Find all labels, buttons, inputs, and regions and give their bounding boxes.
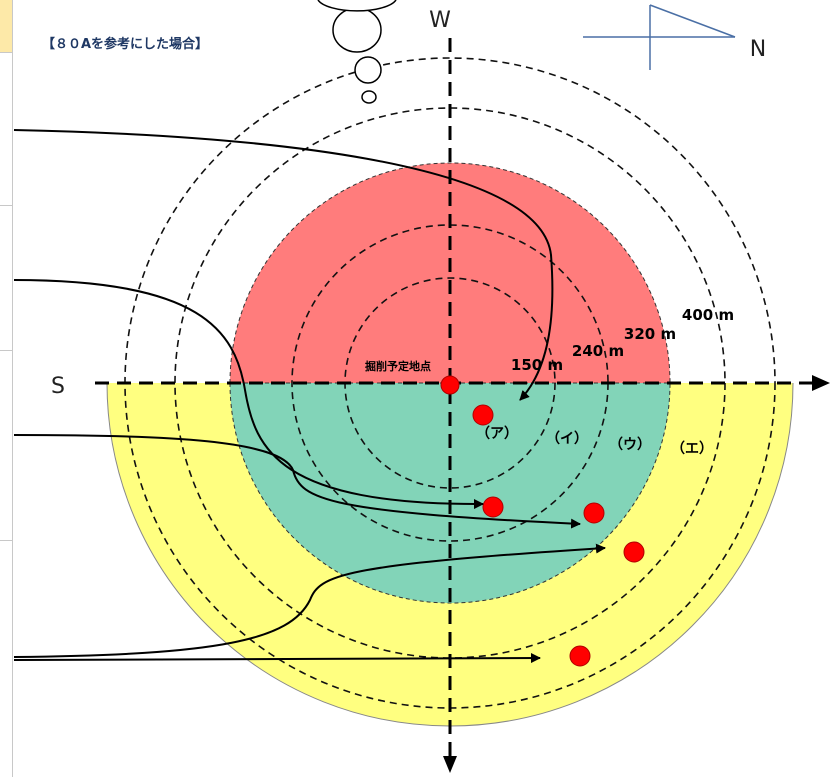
excavation-point-marker xyxy=(440,375,460,395)
callout-arrow-5 xyxy=(13,653,541,664)
spreadsheet-column-strip xyxy=(0,0,13,777)
axis-arrowhead-east xyxy=(812,375,830,391)
upper-zone xyxy=(229,162,671,384)
row-divider xyxy=(0,540,12,541)
thought-bubble-small xyxy=(361,90,377,104)
marker-zone-a xyxy=(472,404,494,426)
thought-bubble-top xyxy=(317,0,397,12)
thought-bubble-large xyxy=(332,7,382,53)
thought-bubble-medium xyxy=(354,56,382,84)
radius-label-150: 150 m xyxy=(511,356,563,374)
axis-arrowhead-south xyxy=(443,756,457,773)
marker-zone-u xyxy=(583,502,605,524)
callout-arrow-4 xyxy=(13,543,606,658)
callout-arrow-1 xyxy=(13,129,554,401)
zone-label-e: （エ） xyxy=(671,441,713,457)
marker-zone-i xyxy=(482,496,504,518)
west-label: W xyxy=(429,8,451,33)
zone-label-i: （イ） xyxy=(546,431,588,447)
header-cell xyxy=(0,0,12,53)
radius-label-240: 240 m xyxy=(572,342,624,360)
callout-arrow-2 xyxy=(13,279,484,510)
zone-label-u: （ウ） xyxy=(609,437,651,453)
north-label: N xyxy=(750,37,766,62)
inner-lower-zone xyxy=(229,382,671,604)
radius-label-400: 400 m xyxy=(682,306,734,324)
row-divider xyxy=(0,205,12,206)
marker-zone-u-outer xyxy=(623,541,645,563)
page-title: 【８０Aを参考にした場合】 xyxy=(42,37,209,52)
radius-label-320: 320 m xyxy=(624,325,676,343)
center-label: 掘削予定地点 xyxy=(365,359,431,373)
north-indicator-pointer xyxy=(649,4,736,38)
zone-label-a: （ア） xyxy=(476,426,518,442)
marker-zone-e xyxy=(569,645,591,667)
south-label: S xyxy=(51,374,65,399)
callout-arrow-3 xyxy=(13,434,581,529)
row-divider xyxy=(0,350,12,351)
